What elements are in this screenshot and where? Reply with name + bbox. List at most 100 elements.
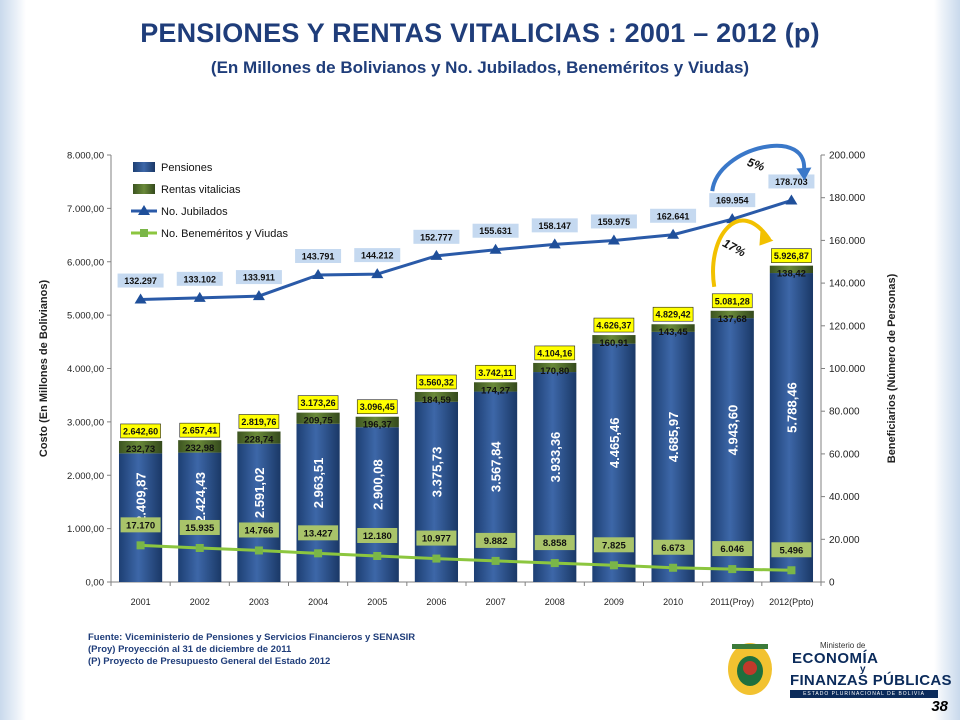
pensiones-value-label: 2.963,51 (311, 458, 326, 509)
legend-marker-jubilados (138, 205, 150, 215)
annotation-5-percent: 5% (745, 155, 766, 174)
jubilados-label-box (295, 249, 342, 264)
y-tick-label: 3.000,00 (67, 417, 104, 428)
rentas-value-label: 228,74 (244, 434, 274, 445)
benemeritos-label-box (534, 535, 575, 551)
jubilados-value-label: 143.791 (302, 252, 335, 262)
x-tick-label: 2009 (604, 597, 624, 607)
benemeritos-label-box (712, 541, 753, 557)
bar-pensiones (473, 391, 518, 582)
pensiones-value-label: 2.591,02 (252, 468, 267, 519)
ministry-logo (728, 643, 772, 695)
total-value-label: 2.642,60 (123, 426, 158, 436)
total-value-label: 3.742,11 (478, 368, 513, 378)
budget-note: (P) Proyecto de Presupuesto General del … (88, 656, 331, 667)
benemeritos-marker (432, 554, 441, 563)
legend-swatch-pensiones (133, 162, 155, 172)
jubilados-marker (548, 238, 561, 249)
pensiones-value-label: 3.933,36 (548, 432, 563, 483)
benemeritos-marker (373, 551, 382, 560)
jubilados-marker (134, 293, 147, 304)
growth-arrowhead-jubilados (796, 167, 812, 181)
benemeritos-value-label: 17.170 (126, 520, 155, 531)
benemeritos-value-label: 7.825 (602, 540, 626, 551)
total-value-label: 4.626,37 (596, 321, 631, 331)
total-label-box (593, 317, 635, 333)
bar-rentas-vitalicias (178, 440, 222, 453)
rentas-value-label: 160,91 (599, 338, 629, 349)
y2-tick-label: 100.000 (829, 364, 866, 375)
projection-note: (Proy) Proyección al 31 de diciembre de … (88, 644, 292, 655)
benemeritos-value-label: 6.046 (720, 544, 744, 555)
benemeritos-marker (136, 541, 145, 550)
rentas-value-label: 184,59 (422, 395, 451, 406)
benemeritos-label-box (771, 542, 812, 558)
pensiones-value-label: 4.685,97 (666, 412, 681, 463)
x-tick-label: 2011(Proy) (710, 597, 754, 607)
logo-estado: ESTADO PLURINACIONAL DE BOLIVIA (790, 690, 938, 698)
total-label-box (179, 422, 221, 438)
jubilados-label-box (176, 271, 223, 286)
jubilados-label-box (117, 273, 164, 288)
benemeritos-label-box (298, 525, 339, 541)
jubilados-value-label: 133.911 (243, 273, 275, 283)
bar-rentas-vitalicias (533, 362, 577, 373)
pensiones-value-label: 2.409,87 (134, 472, 149, 523)
jubilados-label-box (531, 218, 578, 233)
bar-rentas-vitalicias (118, 440, 163, 454)
legend-label-rentas: Rentas vitalicias (161, 184, 241, 196)
benemeritos-value-label: 14.766 (244, 525, 273, 536)
jubilados-label-box (235, 270, 282, 285)
x-tick-label: 2007 (486, 597, 506, 607)
jubilados-value-label: 155.631 (479, 226, 512, 236)
y2-tick-label: 120.000 (829, 321, 866, 332)
rentas-value-label: 174,27 (481, 385, 510, 396)
x-tick-label: 2001 (131, 597, 151, 607)
growth-arrow-totals (711, 218, 772, 288)
pensiones-value-label: 3.375,73 (429, 447, 444, 498)
pensions-chart: 0,00 1.000,00 2.000,00 3.000,00 4.000,00 5.00… (33, 130, 905, 620)
pensiones-value-label: 3.567,84 (489, 441, 504, 492)
source-note: Fuente: Viceministerio de Pensiones y Se… (88, 632, 416, 643)
x-tick-label: 2004 (308, 597, 328, 607)
x-tick-label: 2006 (426, 597, 446, 607)
benemeritos-marker (669, 563, 678, 572)
y2-tick-label: 140.000 (829, 279, 866, 290)
page-subtitle: (En Millones de Bolivianos y No. Jubilad… (210, 58, 750, 77)
jubilados-label-box (472, 223, 519, 238)
benemeritos-label-box (120, 517, 161, 533)
jubilados-label-box (650, 208, 697, 223)
benemeritos-label-box (357, 527, 398, 543)
bar-rentas-vitalicias (414, 391, 459, 402)
jubilados-value-label: 158.147 (538, 221, 571, 231)
rentas-value-label: 143,45 (659, 327, 689, 338)
benemeritos-label-box (179, 519, 220, 535)
total-label-box (652, 306, 694, 322)
x-tick-label: 2008 (545, 597, 565, 607)
y-tick-label: 6.000,00 (67, 257, 104, 268)
rentas-value-label: 137,68 (718, 314, 747, 325)
legend-label-jubilados: No. Jubilados (161, 206, 228, 218)
total-value-label: 4.104,16 (537, 348, 572, 358)
jubilados-marker (430, 249, 443, 260)
jubilados-label-box (413, 229, 460, 244)
y-tick-label: 1.000,00 (67, 524, 104, 535)
benemeritos-value-label: 8.858 (543, 538, 567, 549)
rentas-value-label: 138,42 (777, 269, 806, 280)
jubilados-marker (667, 228, 680, 239)
page-title: PENSIONES Y RENTAS VITALICIAS : 2001 – 2… (140, 18, 820, 48)
y-tick-label: 8.000,00 (67, 151, 104, 162)
total-value-label: 3.560,32 (419, 377, 454, 387)
total-label-box (416, 374, 457, 390)
jubilados-value-label: 152.777 (420, 232, 453, 242)
y2-tick-label: 60.000 (829, 449, 860, 460)
bar-rentas-vitalicias (592, 335, 636, 344)
y2-tick-label: 200.000 (829, 151, 866, 162)
logo-economia: ECONOMÍA (792, 650, 879, 667)
pensiones-value-label: 2.900,08 (370, 459, 385, 510)
bar-rentas-vitalicias (296, 412, 340, 424)
jubilados-marker (371, 268, 384, 279)
total-value-label: 2.819,76 (241, 417, 276, 427)
total-label-box (297, 395, 339, 410)
benemeritos-marker (491, 556, 500, 565)
